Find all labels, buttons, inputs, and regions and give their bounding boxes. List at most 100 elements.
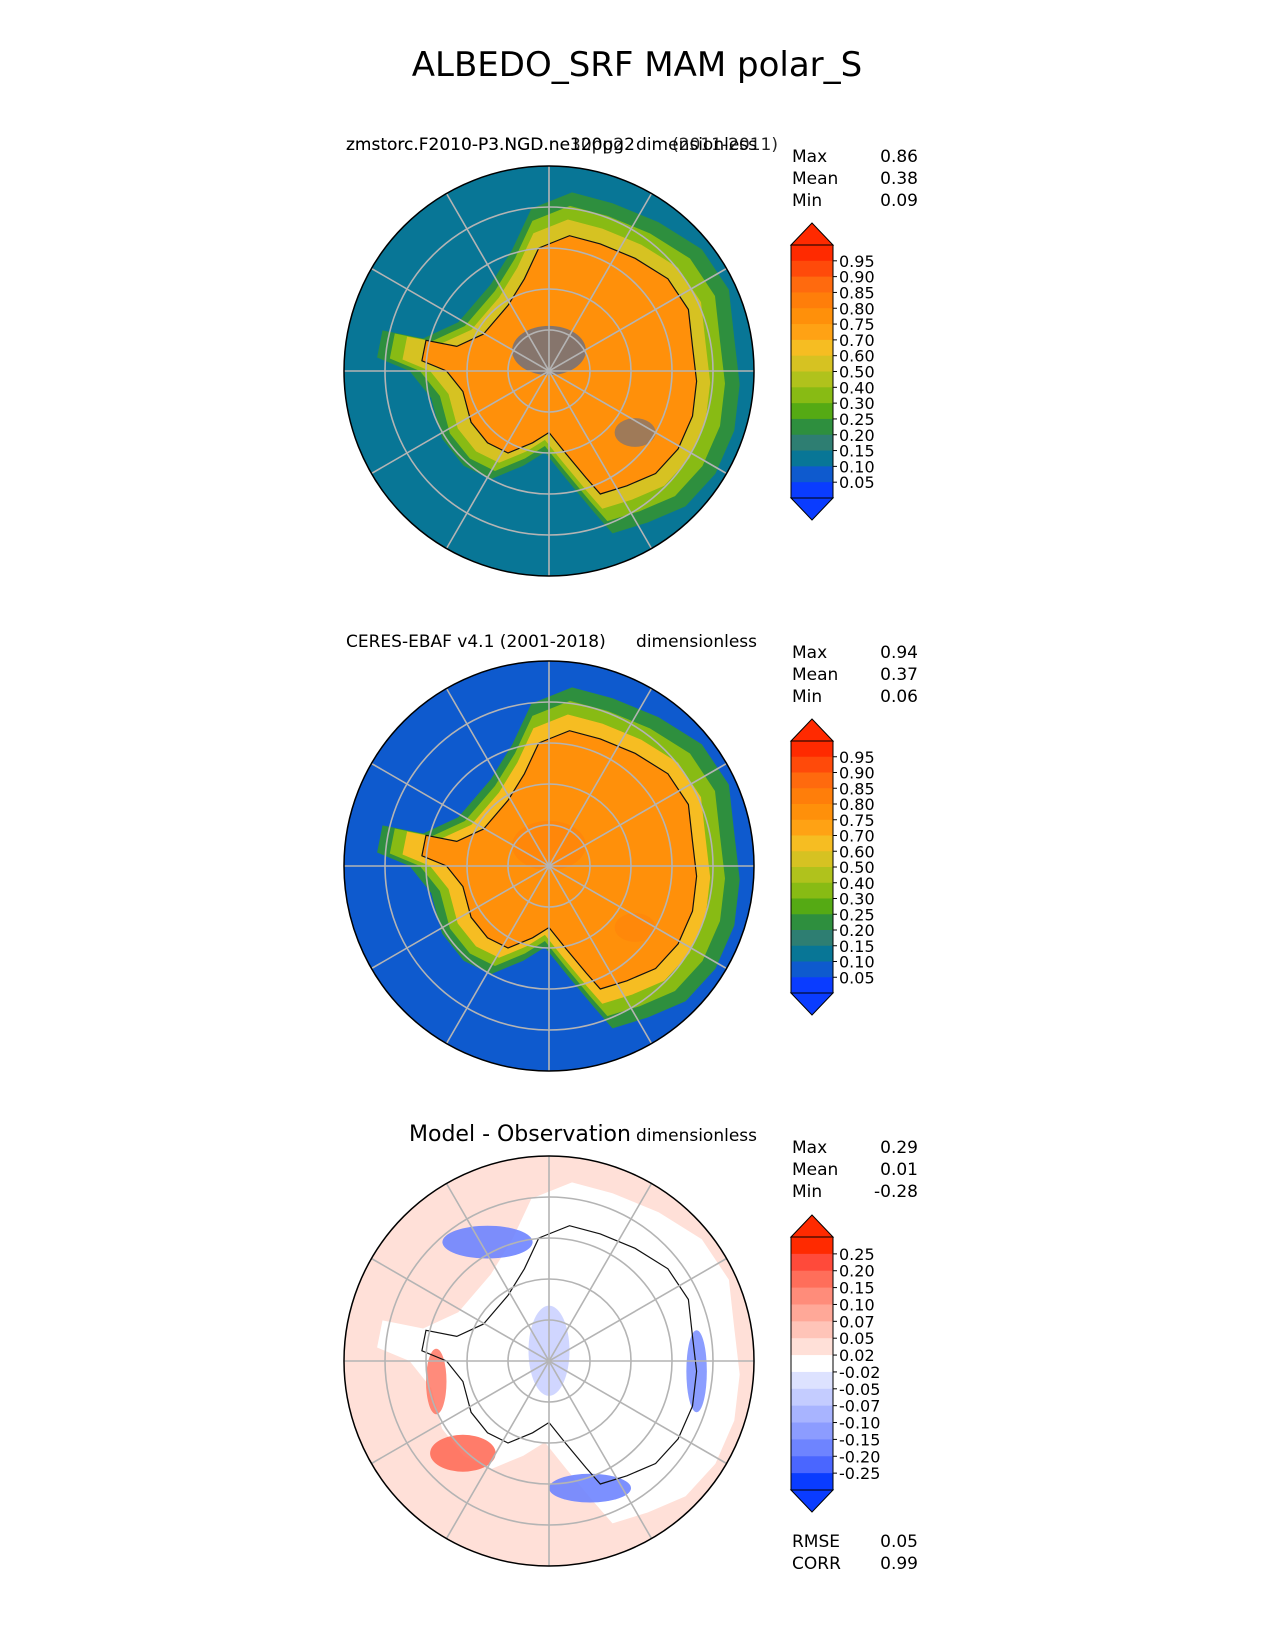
colorbar-tick-label: -0.10 [839,1414,880,1433]
stats-block: Max 0.29 Mean 0.01 Min -0.28 [792,1138,918,1202]
colorbar-tick-label: 0.20 [839,921,875,940]
field-patch [614,913,656,942]
figure-title: ALBEDO_SRF MAM polar_S [412,45,862,85]
colorbar-tick-label: 0.75 [839,811,875,830]
map-boundary [343,1155,755,1567]
colorbar-segment [791,339,833,357]
colorbar-segment [791,403,833,420]
stat-value: 0.37 [880,665,918,685]
colorbar-segment [791,1338,833,1356]
colorbar-segment [791,772,833,789]
colorbar-frame [790,1236,834,1491]
colorbar-tick-label: 0.25 [839,905,875,924]
colorbar-tick-label: -0.25 [839,1464,880,1483]
colorbar-tick-label: 0.50 [839,363,875,382]
panel-title-right: dimensionless [636,135,757,155]
colorbar-tick-label: 0.05 [839,473,875,492]
coastline [421,730,698,990]
colorbar-segment [791,1422,833,1440]
colorbar-segment [791,1287,833,1306]
panel-title-left-overlap: zmstorc.F2010-P3.NGD.ne30pg2 [346,135,624,155]
colorbar-segment [791,371,833,388]
stat-value: 0.06 [880,687,918,707]
colorbar-segment [791,1355,833,1373]
colorbar-tick-label: 0.95 [839,748,875,767]
panel-title-left: Model - Observation [409,1122,631,1147]
colorbar-tick-label: 0.70 [839,827,875,846]
colorbar-tick-label: 0.07 [839,1312,875,1331]
colorbar-tick-label: 0.40 [839,378,875,397]
colorbar-segment [791,434,833,452]
colorbar-segment [791,418,833,436]
map-field [344,661,754,1071]
colorbar-tick-label: 0.30 [839,394,875,413]
colorbar-tick-label: 0.60 [839,842,875,861]
colorbar-segment [791,1439,833,1457]
colorbar-segment [791,788,833,805]
colorbar-extend-high [789,1214,835,1238]
colorbar-segment [791,804,833,821]
colorbar-tick-label: -0.07 [839,1397,880,1416]
panel-test: zmstorc.F2010-P3.NGD.ne120pg2zmstorc.F20… [343,135,918,577]
colorbar-tick-label: 0.40 [839,874,875,893]
colorbar-segment [791,1371,833,1390]
colorbar-segment [791,466,833,483]
colorbar-tick-label: -0.02 [839,1363,880,1382]
colorbar-tick-label: 0.90 [839,764,875,783]
colorbar-tick-label: 0.85 [839,283,875,302]
panel-title-left: CERES-EBAF v4.1 (2001-2018) [346,632,606,652]
colorbar-tick-label: 0.05 [839,1329,875,1348]
stat-value: 0.01 [880,1160,918,1180]
negative-anomaly-patch [442,1225,533,1259]
longitude-line [445,193,653,549]
longitude-line [445,1183,653,1539]
colorbar-tick-label: -0.05 [839,1380,880,1399]
stat-label: Min [792,1182,822,1202]
panel-title-right: dimensionless [636,1126,757,1146]
colorbar-segment [791,882,833,900]
stat-label: Max [792,1138,827,1158]
stat-label: CORR [792,1554,841,1574]
colorbar-segment [791,324,833,341]
colorbar-tick-label: 0.85 [839,779,875,798]
colorbar-tick-label: 0.75 [839,315,875,334]
colorbar-segment [791,898,833,915]
colorbar-segment [791,1388,833,1407]
colorbar-extend-high [789,718,835,742]
colorbar-tick-label: 0.20 [839,426,875,445]
stat-label: Mean [792,169,838,189]
colorbar-segment [791,1270,833,1289]
colorbar-segment [791,867,833,884]
stat-label: Mean [792,665,838,685]
colorbar-tick-label: 0.15 [839,442,875,461]
stat-value: -0.28 [874,1182,918,1202]
colorbar-extend-low [789,992,835,1016]
colorbar-tick-label: 0.25 [839,410,875,429]
colorbar: 0.950.900.850.800.750.700.600.500.400.30… [789,718,875,1016]
colorbar-tick-label: 0.10 [839,457,875,476]
map-boundary [343,165,755,577]
panel-reference: CERES-EBAF v4.1 (2001-2018) dimensionless… [343,632,918,1072]
colorbar-segment [791,1253,833,1272]
stat-label: Min [792,687,822,707]
colorbar-segment [791,276,833,294]
colorbar-tick-label: 0.02 [839,1346,875,1365]
stat-label: Min [792,191,822,211]
colorbar-segment [791,292,833,309]
stats-block: Max 0.86 Mean 0.38 Min 0.09 [792,147,918,211]
colorbar-segment [791,450,833,467]
colorbar-segment [791,260,833,278]
colorbar-segment [791,355,833,373]
colorbar-segment [791,1473,833,1491]
stat-value: 0.09 [880,191,918,211]
panel-title-left: zmstorc.F2010-P3.NGD.ne120pg2 [346,135,635,155]
colorbar-segment [791,756,833,774]
stat-label: Max [792,147,827,167]
stat-value: 0.38 [880,169,918,189]
colorbar-segment [791,1304,833,1322]
stat-value: 0.99 [880,1554,918,1574]
colorbar-tick-label: 0.25 [839,1245,875,1264]
colorbar-extend-low [789,497,835,521]
colorbar-tick-label: 0.50 [839,858,875,877]
